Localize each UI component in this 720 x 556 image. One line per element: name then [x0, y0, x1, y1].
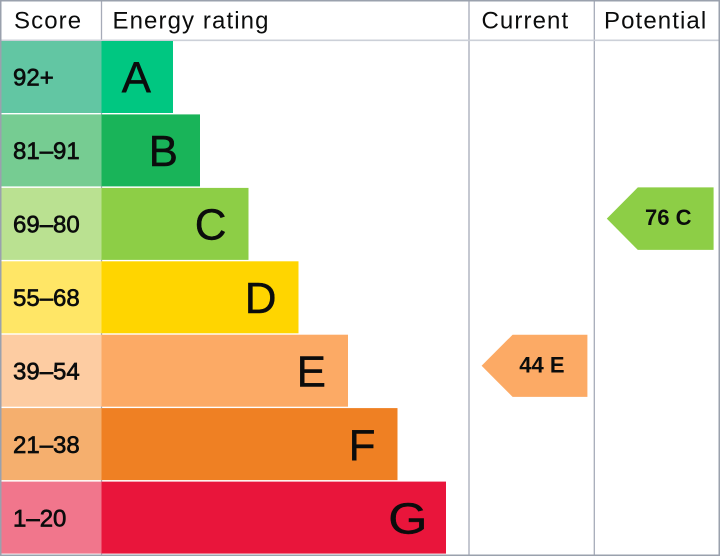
svg-text:Current: Current	[482, 8, 570, 35]
svg-text:C: C	[195, 201, 227, 250]
svg-text:69–80: 69–80	[13, 212, 80, 239]
svg-text:B: B	[149, 127, 178, 176]
svg-text:39–54: 39–54	[13, 359, 80, 386]
svg-text:21–38: 21–38	[13, 432, 80, 459]
svg-text:A: A	[122, 54, 152, 103]
svg-text:44 E: 44 E	[519, 352, 564, 377]
svg-text:G: G	[388, 494, 427, 543]
svg-text:D: D	[245, 274, 277, 323]
svg-text:Score: Score	[14, 8, 82, 35]
svg-text:F: F	[349, 421, 376, 470]
svg-text:81–91: 81–91	[13, 138, 80, 165]
svg-text:E: E	[297, 347, 326, 396]
svg-text:Potential: Potential	[604, 8, 707, 35]
svg-text:Energy rating: Energy rating	[113, 8, 270, 35]
svg-text:55–68: 55–68	[13, 285, 80, 312]
svg-text:76 C: 76 C	[645, 205, 692, 230]
svg-text:92+: 92+	[13, 65, 54, 92]
svg-text:1–20: 1–20	[13, 505, 66, 532]
